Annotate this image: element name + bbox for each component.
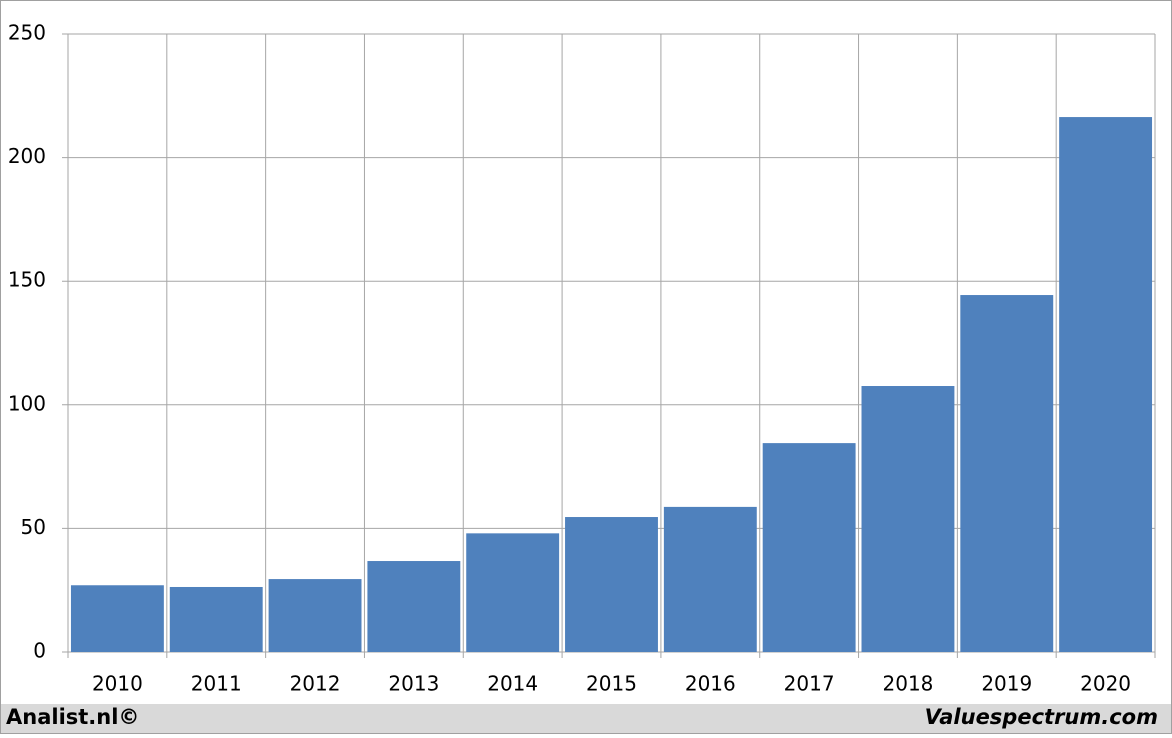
footer-band [1, 704, 1171, 733]
x-tick-label: 2015 [586, 672, 637, 696]
x-tick-label: 2019 [981, 672, 1032, 696]
y-tick-label: 200 [8, 144, 46, 168]
y-tick-label: 250 [8, 21, 46, 45]
x-tick-label: 2018 [883, 672, 934, 696]
bar [169, 586, 263, 652]
y-tick-label: 100 [8, 391, 46, 415]
x-tick-label: 2014 [487, 672, 538, 696]
bar [861, 386, 955, 652]
x-tick-label: 2013 [388, 672, 439, 696]
y-tick-label: 0 [33, 639, 46, 663]
bar [1059, 117, 1153, 652]
bar [70, 585, 164, 652]
footer-right: Valuespectrum.com [925, 705, 1158, 729]
x-tick-label: 2016 [685, 672, 736, 696]
y-tick-label: 150 [8, 268, 46, 292]
x-tick-label: 2017 [784, 672, 835, 696]
x-tick-label: 2020 [1080, 672, 1131, 696]
bar [663, 506, 757, 652]
x-tick-label: 2012 [290, 672, 341, 696]
bar [268, 579, 362, 652]
x-tick-label: 2010 [92, 672, 143, 696]
bar [565, 517, 658, 652]
bar [960, 295, 1054, 652]
bar [466, 533, 560, 652]
bar [367, 561, 461, 652]
footer-left: Analist.nl© [6, 705, 139, 729]
bar [762, 443, 856, 652]
x-tick-label: 2011 [191, 672, 242, 696]
y-tick-label: 50 [21, 515, 46, 539]
